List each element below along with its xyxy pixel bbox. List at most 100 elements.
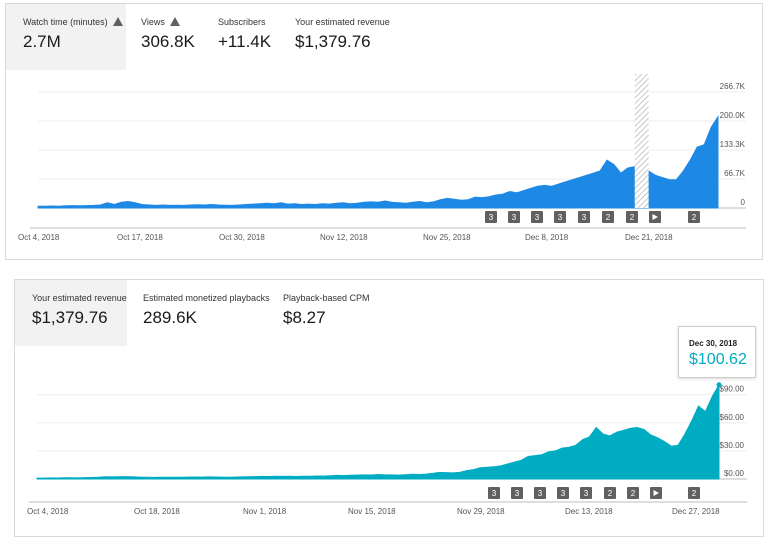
revenue-panel: Your estimated revenue $1,379.76 Estimat… [14, 279, 764, 537]
y-tick-label: $90.00 [720, 385, 745, 394]
annotation-marker[interactable]: 3 [511, 487, 523, 499]
x-tick-label: Nov 12, 2018 [320, 233, 368, 242]
data-point [716, 382, 722, 388]
annotation-marker[interactable]: 3 [534, 487, 546, 499]
marker-count: 2 [608, 489, 613, 498]
metric-label: Your estimated revenue [32, 293, 127, 303]
annotation-marker[interactable]: 3 [580, 487, 592, 499]
hatched-region [634, 74, 649, 208]
annotation-marker[interactable]: 2 [688, 211, 700, 223]
x-tick-label: Nov 25, 2018 [423, 233, 471, 242]
y-tick-label: 0 [741, 198, 746, 207]
annotation-marker[interactable]: 3 [488, 487, 500, 499]
marker-badge [554, 211, 566, 223]
marker-badge [688, 211, 700, 223]
annotation-marker[interactable]: 2 [604, 487, 616, 499]
metric-tab-watch-time[interactable]: Watch time (minutes) 2.7M [6, 4, 126, 70]
metric-tab-views[interactable]: Views 306.8K [126, 4, 216, 70]
marker-count: 2 [692, 489, 697, 498]
play-icon [652, 214, 658, 220]
metric-label: Your estimated revenue [295, 17, 390, 27]
tooltip-date: Dec 30, 2018 [689, 339, 738, 348]
x-tick-label: Dec 21, 2018 [625, 233, 673, 242]
y-tick-label: 200.0K [720, 111, 746, 120]
annotation-marker[interactable]: 3 [578, 211, 590, 223]
revenue-chart[interactable]: $0.00 $30.00 $60.00 $90.00 3 3 3 3 3 2 2 2 Oct 4, 20… [15, 346, 763, 536]
marker-count: 3 [558, 213, 563, 222]
marker-count: 2 [631, 489, 636, 498]
marker-count: 3 [584, 489, 589, 498]
marker-count: 3 [561, 489, 566, 498]
annotation-marker[interactable]: 2 [627, 487, 639, 499]
annotation-marker[interactable]: 2 [688, 487, 700, 499]
marker-count: 2 [692, 213, 697, 222]
x-tick-label: Nov 15, 2018 [348, 507, 396, 516]
metric-value: $8.27 [283, 308, 326, 327]
marker-count: 3 [582, 213, 587, 222]
marker-count: 3 [489, 213, 494, 222]
watch-time-panel: Watch time (minutes) 2.7M Views 306.8K S… [5, 3, 763, 260]
x-tick-label: Oct 18, 2018 [134, 507, 180, 516]
metric-value: 2.7M [23, 32, 61, 51]
metrics-row: Your estimated revenue $1,379.76 Estimat… [15, 280, 763, 346]
warning-icon[interactable] [169, 17, 180, 26]
annotation-marker[interactable]: 2 [602, 211, 614, 223]
annotation-marker[interactable]: 3 [508, 211, 520, 223]
metric-tab-subscribers[interactable]: Subscribers +11.4K [216, 4, 294, 70]
annotation-marker[interactable]: 2 [626, 211, 638, 223]
marker-count: 3 [512, 213, 517, 222]
metric-label: Subscribers [218, 17, 266, 27]
marker-badge [604, 487, 616, 499]
metric-label: Watch time (minutes) [23, 17, 123, 27]
metric-label: Views [141, 17, 180, 27]
y-tick-label: 66.7K [724, 169, 746, 178]
marker-badge [627, 487, 639, 499]
y-tick-label: 266.7K [720, 82, 746, 91]
marker-badge [626, 211, 638, 223]
annotation-marker[interactable]: 3 [531, 211, 543, 223]
marker-badge [534, 487, 546, 499]
marker-badge [688, 487, 700, 499]
metric-tab-monetized-playbacks[interactable]: Estimated monetized playbacks 289.6K [127, 280, 270, 346]
tooltip-value: $100.62 [689, 351, 747, 368]
metric-value: $1,379.76 [32, 308, 108, 327]
y-tick-label: $0.00 [724, 469, 745, 478]
metric-label: Estimated monetized playbacks [143, 293, 270, 303]
y-tick-label: $60.00 [720, 413, 745, 422]
marker-badge [511, 487, 523, 499]
x-tick-label: Dec 8, 2018 [525, 233, 569, 242]
y-tick-label: 133.3K [720, 140, 746, 149]
watch-time-chart[interactable]: 0 66.7K 133.3K 200.0K 266.7K 3 3 3 3 3 2 2 2 Oct 4, 2… [6, 70, 762, 260]
chart-tooltip: Dec 30, 2018 $100.62 [678, 326, 756, 378]
x-tick-label: Oct 30, 2018 [219, 233, 265, 242]
annotation-marker[interactable]: 3 [557, 487, 569, 499]
marker-count: 2 [630, 213, 635, 222]
metric-tab-revenue[interactable]: Your estimated revenue $1,379.76 [294, 4, 434, 70]
x-tick-label: Oct 4, 2018 [27, 507, 69, 516]
marker-count: 3 [538, 489, 543, 498]
metric-value: $1,379.76 [295, 32, 371, 51]
marker-count: 3 [535, 213, 540, 222]
video-marker[interactable] [650, 487, 662, 499]
metric-tab-revenue[interactable]: Your estimated revenue $1,379.76 [15, 280, 127, 346]
metric-value: 289.6K [143, 308, 197, 327]
marker-badge [531, 211, 543, 223]
area-series [36, 382, 720, 480]
x-tick-label: Dec 13, 2018 [565, 507, 613, 516]
metric-tab-cpm[interactable]: Playback-based CPM $8.27 [267, 280, 397, 346]
video-marker[interactable] [649, 211, 661, 223]
marker-badge [485, 211, 497, 223]
annotation-marker[interactable]: 3 [485, 211, 497, 223]
metrics-row: Watch time (minutes) 2.7M Views 306.8K S… [6, 4, 762, 70]
area-series [37, 114, 719, 209]
marker-badge [488, 487, 500, 499]
metric-label: Playback-based CPM [283, 293, 370, 303]
marker-badge [508, 211, 520, 223]
warning-icon[interactable] [112, 17, 123, 26]
annotation-marker[interactable]: 3 [554, 211, 566, 223]
x-tick-label: Nov 1, 2018 [243, 507, 287, 516]
marker-badge [580, 487, 592, 499]
play-icon [653, 490, 659, 496]
x-tick-label: Nov 29, 2018 [457, 507, 505, 516]
x-tick-label: Oct 4, 2018 [18, 233, 60, 242]
